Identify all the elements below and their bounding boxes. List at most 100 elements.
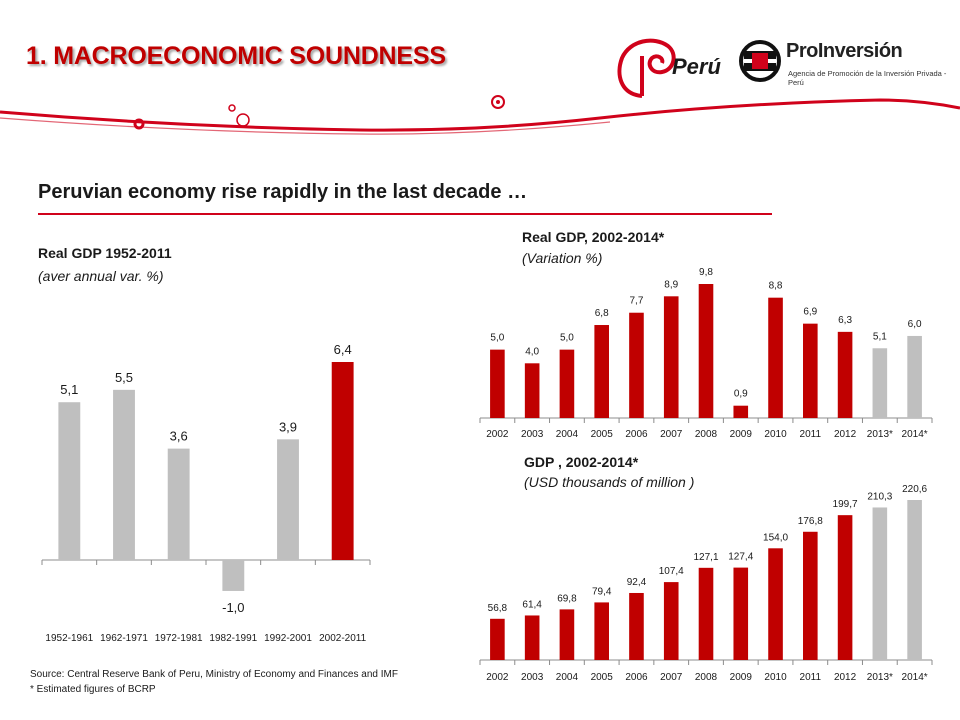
chart0-data-label: 5,1: [60, 382, 78, 397]
chart1-category-label: 2007: [660, 429, 683, 440]
chart2-category-label: 2007: [660, 672, 683, 683]
chart1-category-label: 2012: [834, 429, 857, 440]
chart3-title: GDP , 2002-2014*: [524, 454, 639, 470]
chart1-data-label: 7,7: [630, 296, 644, 307]
chart1-bar: [907, 335, 922, 418]
chart1-category-label: 2014*: [902, 429, 928, 440]
chart2-category-label: 2009: [730, 672, 753, 683]
chart2-bar: [768, 548, 783, 660]
chart1-data-label: 5,0: [560, 333, 574, 344]
chart2-subtitle: (Variation %): [522, 250, 603, 266]
chart1-category-label: 2005: [591, 429, 614, 440]
chart2-data-label: 92,4: [627, 577, 647, 588]
chart1-bar: [698, 284, 714, 418]
headline: Peruvian economy rise rapidly in the las…: [38, 181, 528, 203]
chart2-data-label: 199,7: [833, 499, 858, 510]
chart1-bar: [803, 323, 818, 418]
chart0-category-label: 1982-1991: [209, 633, 257, 644]
chart2-data-label: 61,4: [522, 599, 542, 610]
source-note: Source: Central Reserve Bank of Peru, Mi…: [30, 669, 398, 680]
chart0-category-label: 2002-2011: [319, 633, 367, 644]
chart2-data-label: 127,1: [693, 552, 718, 563]
proinversion-name: ProInversión: [786, 40, 903, 62]
page-title: 1. MACROECONOMIC SOUNDNESS: [26, 42, 446, 70]
chart1-bar: [768, 297, 783, 418]
chart2-bar: [559, 609, 575, 660]
chart1-data-label: 0,9: [734, 389, 748, 400]
chart2-bar: [594, 602, 609, 660]
chart0-category-label: 1952-1961: [45, 633, 93, 644]
chart0-bar: [113, 389, 135, 560]
chart2-category-label: 2006: [625, 672, 648, 683]
chart2-bar: [872, 507, 888, 660]
estimate-note: * Estimated figures of BCRP: [30, 684, 156, 695]
chart2-category-label: 2003: [521, 672, 544, 683]
chart1-data-label: 5,1: [873, 331, 887, 342]
chart1-data-label: 6,8: [595, 308, 609, 319]
chart0-data-label: 3,6: [170, 429, 188, 444]
chart1-category-label: 2003: [521, 429, 544, 440]
chart0-category-label: 1972-1981: [155, 633, 203, 644]
chart1-data-label: 6,9: [803, 307, 817, 318]
chart2-category-label: 2011: [800, 672, 822, 683]
chart1-bar: [594, 325, 609, 418]
chart1-data-label: 6,0: [908, 319, 922, 330]
chart2-data-label: 154,0: [763, 532, 788, 543]
chart0-data-label: 3,9: [279, 419, 297, 434]
chart2-data-label: 176,8: [798, 516, 823, 527]
chart2-bar: [524, 615, 540, 660]
chart1-data-label: 8,9: [664, 279, 678, 290]
chart2-bar: [490, 618, 505, 660]
chart0-category-label: 1962-1971: [100, 633, 148, 644]
chart2-bar: [803, 531, 818, 660]
chart2-data-label: 79,4: [592, 586, 612, 597]
chart2-category-label: 2014*: [902, 672, 928, 683]
chart0-bar: [277, 439, 299, 560]
chart2-bar: [698, 567, 714, 660]
chart0-bar: [331, 362, 354, 560]
chart1-bar: [733, 405, 749, 418]
chart0-bar: [167, 448, 190, 560]
logo-peru-text: Perú: [672, 54, 721, 79]
chart1-data-label: 6,3: [838, 315, 852, 326]
chart1-category-label: 2006: [625, 429, 648, 440]
chart2-category-label: 2002: [486, 672, 509, 683]
chart1-bar: [524, 363, 540, 418]
header-decoration: [0, 95, 960, 135]
chart1-category-label: 2008: [695, 429, 718, 440]
chart1-bar: [837, 331, 853, 418]
chart2-data-label: 127,4: [728, 552, 753, 563]
chart2-category-label: 2004: [556, 672, 579, 683]
marca-peru-logo: Perú: [617, 38, 721, 98]
chart0-bar: [222, 560, 245, 591]
chart2-data-label: 69,8: [557, 593, 577, 604]
chart0-bar: [58, 402, 81, 560]
chart1-data-label: 5,0: [490, 333, 504, 344]
chart1-subtitle: (aver annual var. %): [38, 268, 164, 284]
chart1-bar: [629, 312, 644, 418]
chart2-data-label: 210,3: [867, 491, 892, 502]
chart1-bar: [559, 349, 575, 418]
headline-rule: [38, 213, 772, 215]
chart0-data-label: 6,4: [334, 342, 352, 357]
chart1-title: Real GDP 1952-2011: [38, 245, 172, 261]
chart2-title: Real GDP, 2002-2014*: [522, 229, 665, 245]
chart2-category-label: 2012: [834, 672, 857, 683]
chart1-category-label: 2011: [800, 429, 822, 440]
chart2-category-label: 2013*: [867, 672, 893, 683]
chart1-category-label: 2010: [764, 429, 787, 440]
chart0-category-label: 1992-2001: [264, 633, 312, 644]
chart2-bar: [837, 515, 853, 660]
chart2-bar: [733, 567, 749, 660]
chart0-data-label: -1,0: [222, 600, 244, 615]
chart1-category-label: 2009: [730, 429, 753, 440]
chart2-category-label: 2008: [695, 672, 718, 683]
chart1-data-label: 9,8: [699, 267, 713, 278]
chart0-data-label: 5,5: [115, 370, 133, 385]
chart2-data-label: 220,6: [902, 484, 927, 495]
chart1-category-label: 2004: [556, 429, 579, 440]
chart2-data-label: 107,4: [659, 566, 684, 577]
chart1-category-label: 2013*: [867, 429, 893, 440]
chart1-bar: [872, 348, 888, 418]
